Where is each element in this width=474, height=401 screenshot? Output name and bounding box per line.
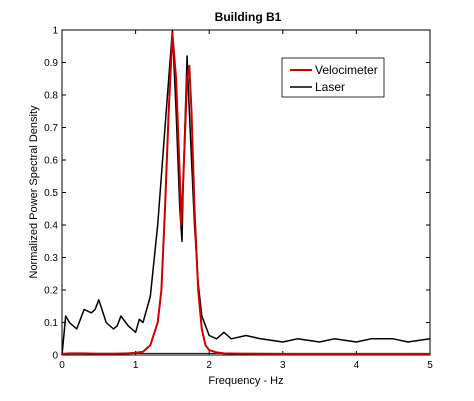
- y-tick-label: 0.5: [44, 188, 58, 199]
- x-tick-label: 5: [427, 360, 433, 371]
- legend-label-laser: Laser: [315, 80, 345, 94]
- y-tick-label: 0.3: [44, 253, 58, 264]
- y-tick-label: 0.9: [44, 58, 58, 69]
- legend-box: [281, 57, 385, 98]
- legend-label-velocimeter: Velocimeter: [315, 63, 378, 77]
- x-tick-label: 1: [133, 360, 139, 371]
- y-tick-label: 0.8: [44, 91, 58, 102]
- y-tick-label: 0: [52, 351, 58, 362]
- series-line-velocimeter: [61, 32, 430, 355]
- y-tick-label: 0.2: [44, 286, 58, 297]
- y-tick-label: 1: [52, 26, 58, 37]
- y-tick-label: 0.4: [44, 221, 58, 232]
- y-axis-label: Normalized Power Spectral Density: [28, 105, 40, 279]
- series-lines: [61, 29, 431, 356]
- x-tick-label: 2: [206, 360, 212, 371]
- y-tick-label: 0.1: [44, 318, 58, 329]
- chart-title: Building B1: [215, 10, 282, 24]
- y-tick-label: 0.7: [44, 123, 58, 134]
- y-tick-label: 0.6: [44, 156, 58, 167]
- x-tick-label: 3: [280, 360, 286, 371]
- legend: Velocimeter Laser: [281, 57, 385, 98]
- x-tick-label: 0: [59, 360, 65, 371]
- x-axis-label: Frequency - Hz: [208, 375, 283, 387]
- axis-ticks: 0 1 2 3 4 5 0 0.1 0.2 0.3 0.4 0.5 0.6 0.7 0.8 0.9 1: [44, 26, 433, 372]
- x-tick-label: 4: [354, 360, 360, 371]
